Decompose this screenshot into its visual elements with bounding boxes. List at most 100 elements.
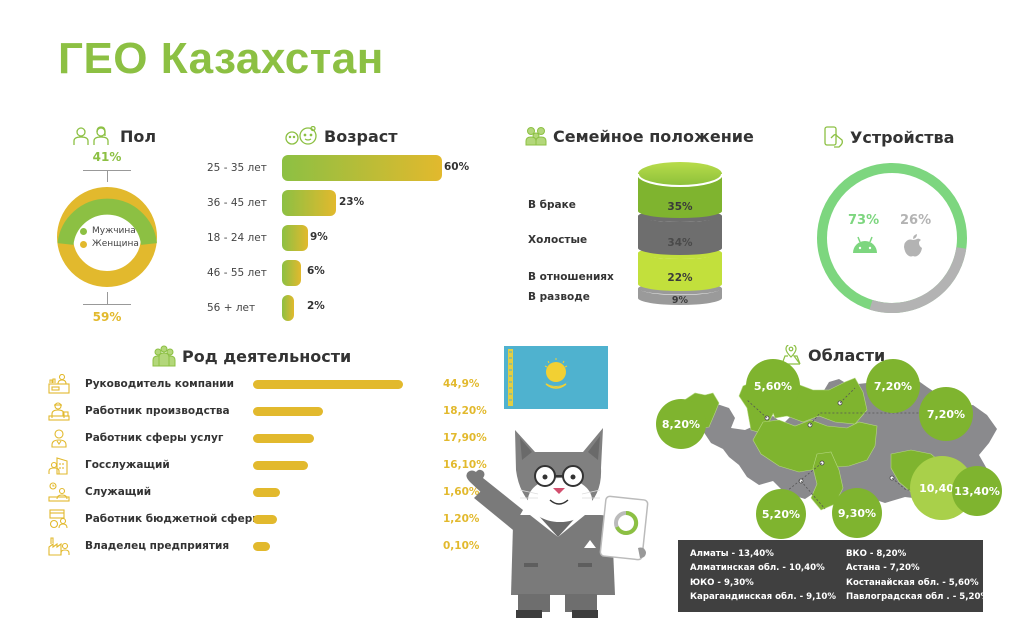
legend-female: Женщина bbox=[80, 239, 139, 249]
faces-icon bbox=[285, 126, 317, 145]
age-bar bbox=[282, 155, 442, 181]
female-dot-icon bbox=[80, 240, 87, 248]
age-label: 36 - 45 лет bbox=[207, 197, 267, 209]
office-employee-icon bbox=[48, 482, 70, 502]
family-label: Холостые bbox=[528, 234, 588, 246]
occupation-label: Владелец предприятия bbox=[85, 540, 230, 552]
occupation-title: Род деятельности bbox=[182, 346, 352, 366]
region-legend-item: Алматинская обл. - 10,40% bbox=[690, 563, 825, 574]
occupation-value: 44,9% bbox=[443, 378, 480, 390]
region-legend-item: ВКО - 8,20% bbox=[846, 549, 907, 559]
family-cylinder-chart: 35% 34% 22% 9% bbox=[636, 160, 724, 308]
cat-mascot-illustration bbox=[466, 428, 649, 618]
android-icon bbox=[853, 236, 877, 253]
occupation-bar bbox=[253, 541, 270, 551]
gender-legend: Мужчина Женщина bbox=[80, 226, 139, 249]
family-title: Семейное положение bbox=[553, 126, 754, 146]
male-dot-icon bbox=[80, 227, 87, 235]
occupation-value: 17,90% bbox=[443, 432, 487, 444]
age-label: 46 - 55 лет bbox=[207, 267, 267, 279]
age-row: 18 - 24 лет bbox=[207, 225, 308, 251]
region-legend-item: ЮКО - 9,30% bbox=[690, 577, 754, 588]
region-bubble: 5,20% bbox=[756, 489, 806, 539]
family-label: В отношениях bbox=[528, 271, 614, 283]
regions-section-title: Области bbox=[780, 345, 885, 365]
android-percent: 73% bbox=[848, 213, 880, 228]
region-legend-item: Алматы - 13,40% bbox=[690, 549, 774, 559]
region-legend-item: Павлоградская обл . - 5,20% bbox=[846, 591, 990, 602]
devices-section-title: Устройства bbox=[824, 126, 954, 148]
occupation-label: Работник производства bbox=[85, 405, 230, 417]
touch-phone-icon bbox=[824, 126, 843, 148]
people-icon bbox=[73, 126, 109, 145]
age-row: 25 - 35 лет bbox=[207, 155, 442, 181]
occupation-value: 1,20% bbox=[443, 513, 480, 525]
legend-male-label: Мужчина bbox=[92, 226, 136, 236]
region-legend-item: Астана - 7,20% bbox=[846, 563, 920, 574]
family-section-title: Семейное положение bbox=[525, 126, 754, 146]
age-row: 36 - 45 лет bbox=[207, 190, 336, 216]
occupation-label: Госслужащий bbox=[85, 459, 170, 471]
occupation-bar bbox=[253, 433, 314, 443]
occupation-label: Работник бюджетной сферы bbox=[85, 513, 262, 525]
age-bar bbox=[282, 295, 294, 321]
age-value: 23% bbox=[339, 196, 365, 208]
factory-owner-icon bbox=[48, 537, 70, 556]
manager-desk-icon bbox=[48, 374, 70, 394]
occupation-bar bbox=[253, 514, 277, 524]
leader-line-top-v bbox=[107, 170, 108, 182]
occupation-label: Работник сферы услуг bbox=[85, 432, 224, 444]
age-bar bbox=[282, 225, 308, 251]
workers-icon bbox=[152, 345, 176, 367]
devices-donut-chart bbox=[817, 163, 967, 314]
male-percent: 41% bbox=[92, 150, 122, 164]
legend-female-label: Женщина bbox=[92, 239, 139, 249]
region-bubble: 7,20% bbox=[919, 387, 973, 441]
age-bar bbox=[282, 260, 301, 286]
service-worker-icon bbox=[51, 429, 67, 448]
age-value: 2% bbox=[307, 300, 325, 312]
occupation-bar bbox=[253, 460, 308, 470]
apple-icon bbox=[904, 234, 922, 257]
regions-title: Области bbox=[808, 345, 886, 365]
leader-line-bottom bbox=[83, 304, 131, 305]
region-legend-item: Костанайская обл. - 5,60% bbox=[846, 577, 979, 588]
family-icon bbox=[525, 127, 547, 146]
gender-donut-chart bbox=[57, 187, 157, 287]
age-section-title: Возраст bbox=[284, 126, 398, 146]
factory-worker-icon bbox=[48, 402, 70, 421]
age-bar bbox=[282, 190, 336, 216]
devices-title: Устройства bbox=[850, 127, 955, 147]
occupation-value: 0,10% bbox=[443, 540, 480, 552]
age-value: 6% bbox=[307, 265, 325, 277]
age-label: 18 - 24 лет bbox=[207, 232, 267, 244]
region-legend-item: Карагандинская обл. - 9,10% bbox=[690, 591, 836, 602]
occupation-bar bbox=[253, 487, 280, 497]
occupation-row: Владелец предприятия 0,10% bbox=[48, 535, 479, 557]
page-title: ГЕО Казахстан bbox=[58, 34, 384, 83]
region-bubble: 8,20% bbox=[656, 399, 706, 449]
occupation-bar bbox=[253, 379, 403, 389]
occupation-label: Служащий bbox=[85, 486, 152, 498]
region-bubble: 9,30% bbox=[832, 488, 882, 538]
region-bubble: 13,40% bbox=[952, 466, 1002, 516]
age-bar-chart: 25 - 35 лет 60% 36 - 45 лет 23% 18 - 24 … bbox=[207, 155, 477, 325]
occupation-row: Служащий 1,60% bbox=[48, 481, 479, 503]
occupation-bar-chart: Руководитель компании 44,9% Работник про… bbox=[48, 373, 487, 563]
occupation-section-title: Род деятельности bbox=[152, 345, 351, 367]
family-value: 34% bbox=[667, 237, 693, 249]
family-value: 9% bbox=[671, 295, 689, 306]
age-label: 56 + лет bbox=[207, 302, 256, 314]
occupation-row: Руководитель компании 44,9% bbox=[48, 373, 479, 395]
occupation-row: Работник сферы услуг 17,90% bbox=[48, 427, 487, 449]
government-building-icon bbox=[48, 457, 68, 475]
gender-section-title: Пол bbox=[72, 126, 156, 146]
kazakhstan-flag-icon bbox=[504, 346, 608, 409]
age-label: 25 - 35 лет bbox=[207, 162, 267, 174]
age-value: 60% bbox=[444, 161, 470, 173]
occupation-row: Работник производства 18,20% bbox=[48, 400, 487, 422]
region-bubble: 7,20% bbox=[866, 359, 920, 413]
occupation-row: Госслужащий 16,10% bbox=[48, 454, 487, 476]
leader-line-bottom-v bbox=[107, 292, 108, 304]
occupation-value: 16,10% bbox=[443, 459, 487, 471]
